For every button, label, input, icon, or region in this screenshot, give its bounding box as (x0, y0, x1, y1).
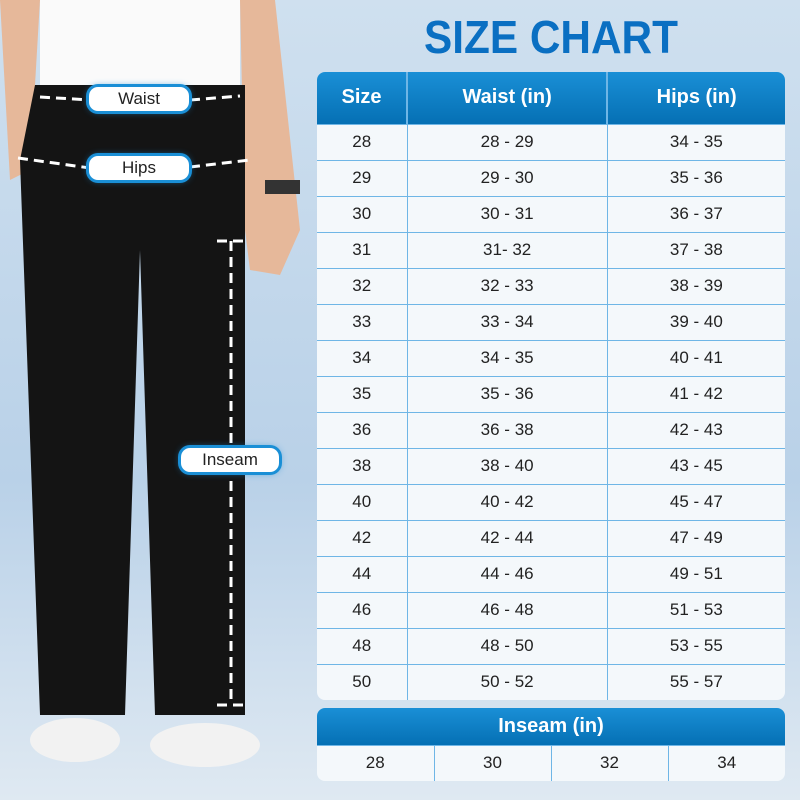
table-cell: 49 - 51 (607, 555, 785, 592)
table-cell: 33 - 34 (407, 303, 608, 340)
table-cell: 37 - 38 (607, 231, 785, 268)
model-pants-illustration (0, 0, 300, 767)
inseam-cell: 32 (551, 744, 669, 781)
table-cell: 34 (317, 339, 408, 376)
table-cell: 38 - 40 (407, 447, 608, 484)
page-title: SIZE CHART (424, 11, 678, 63)
size-table: Size Waist (in) Hips (in) 28 28 - 29 34 - 35… (317, 72, 785, 700)
table-cell: 44 (317, 555, 408, 592)
table-row: 29 29 - 30 35 - 36 (317, 159, 785, 196)
table-row: 36 36 - 38 42 - 43 (317, 411, 785, 448)
table-row: 35 35 - 36 41 - 42 (317, 375, 785, 412)
table-cell: 50 (317, 663, 408, 700)
table-row: 28 28 - 29 34 - 35 (317, 123, 785, 160)
column-header: Size (317, 72, 409, 124)
table-row: 48 48 - 50 53 - 55 (317, 627, 785, 664)
inseam-header: Inseam (in) (317, 708, 785, 745)
table-cell: 36 - 37 (607, 195, 785, 232)
table-row: 30 30 - 31 36 - 37 (317, 195, 785, 232)
table-row: 31 31- 32 37 - 38 (317, 231, 785, 268)
table-cell: 38 (317, 447, 408, 484)
table-cell: 53 - 55 (607, 627, 785, 664)
table-cell: 40 - 42 (407, 483, 608, 520)
table-cell: 35 - 36 (407, 375, 608, 412)
table-cell: 51 - 53 (607, 591, 785, 628)
table-cell: 46 (317, 591, 408, 628)
inseam-cell: 28 (317, 744, 435, 781)
table-cell: 35 (317, 375, 408, 412)
table-row: 32 32 - 33 38 - 39 (317, 267, 785, 304)
table-cell: 41 - 42 (607, 375, 785, 412)
table-row: 44 44 - 46 49 - 51 (317, 555, 785, 592)
table-cell: 40 (317, 483, 408, 520)
table-cell: 45 - 47 (607, 483, 785, 520)
table-cell: 29 (317, 159, 408, 196)
table-cell: 46 - 48 (407, 591, 608, 628)
table-row: 40 40 - 42 45 - 47 (317, 483, 785, 520)
inseam-table: Inseam (in) 28 30 32 34 (317, 708, 785, 781)
table-cell: 36 - 38 (407, 411, 608, 448)
table-row: 46 46 - 48 51 - 53 (317, 591, 785, 628)
table-cell: 32 - 33 (407, 267, 608, 304)
table-cell: 40 - 41 (607, 339, 785, 376)
inseam-label: Inseam (181, 448, 279, 472)
table-cell: 34 - 35 (407, 339, 608, 376)
table-row: 38 38 - 40 43 - 45 (317, 447, 785, 484)
table-cell: 42 - 44 (407, 519, 608, 556)
table-cell: 34 - 35 (607, 123, 785, 160)
table-cell: 39 - 40 (607, 303, 785, 340)
table-row: 50 50 - 52 55 - 57 (317, 663, 785, 700)
table-cell: 55 - 57 (607, 663, 785, 700)
table-cell: 44 - 46 (407, 555, 608, 592)
table-cell: 28 (317, 123, 408, 160)
inseam-cell: 30 (434, 744, 552, 781)
table-cell: 38 - 39 (607, 267, 785, 304)
table-cell: 30 (317, 195, 408, 232)
table-row: 33 33 - 34 39 - 40 (317, 303, 785, 340)
table-cell: 48 - 50 (407, 627, 608, 664)
table-cell: 42 (317, 519, 408, 556)
table-cell: 28 - 29 (407, 123, 608, 160)
table-row: 34 34 - 35 40 - 41 (317, 339, 785, 376)
table-cell: 29 - 30 (407, 159, 608, 196)
hips-label: Hips (89, 156, 189, 180)
table-cell: 50 - 52 (407, 663, 608, 700)
table-row: 42 42 - 44 47 - 49 (317, 519, 785, 556)
table-cell: 32 (317, 267, 408, 304)
table-cell: 33 (317, 303, 408, 340)
table-cell: 43 - 45 (607, 447, 785, 484)
table-cell: 35 - 36 (607, 159, 785, 196)
table-cell: 42 - 43 (607, 411, 785, 448)
table-cell: 31- 32 (407, 231, 608, 268)
table-cell: 47 - 49 (607, 519, 785, 556)
table-cell: 30 - 31 (407, 195, 608, 232)
inseam-cell: 34 (668, 744, 785, 781)
column-header: Waist (in) (407, 72, 609, 124)
table-cell: 31 (317, 231, 408, 268)
waist-label: Waist (89, 87, 189, 111)
table-cell: 36 (317, 411, 408, 448)
table-cell: 48 (317, 627, 408, 664)
column-header: Hips (in) (607, 72, 785, 124)
